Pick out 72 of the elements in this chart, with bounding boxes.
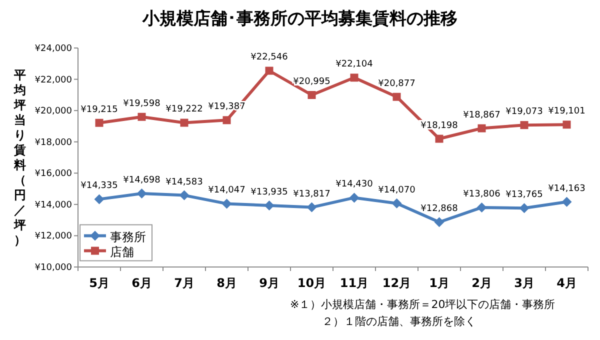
point	[519, 203, 530, 214]
point	[562, 120, 571, 129]
point	[138, 112, 146, 121]
data-label: ¥19,598	[123, 98, 161, 109]
point	[435, 134, 444, 143]
x-tick-label: 9月	[259, 276, 280, 290]
data-label: ¥19,101	[548, 106, 586, 117]
data-label: ¥22,104	[336, 60, 374, 70]
point	[265, 66, 274, 75]
y-tick-label: ¥14,000	[34, 200, 72, 210]
point	[476, 202, 487, 212]
x-tick-label: 10月	[297, 276, 326, 290]
point	[308, 91, 316, 100]
x-tick-label: 11月	[340, 276, 369, 290]
data-label: ¥14,430	[336, 180, 374, 190]
data-label: ¥19,222	[166, 104, 203, 115]
data-label: ¥14,047	[208, 186, 246, 196]
x-tick-label: 12月	[382, 276, 412, 290]
data-label: ¥14,163	[548, 184, 586, 194]
data-label: ¥14,335	[80, 181, 118, 192]
data-label: ¥20,995	[293, 77, 330, 88]
text: ２）１階の店舗、事務所を除く	[322, 315, 476, 328]
data-label: ¥13,806	[463, 189, 501, 200]
y-tick-label: ¥12,000	[34, 232, 72, 242]
point	[306, 202, 317, 212]
data-label: ¥13,765	[506, 190, 543, 200]
x-tick-label: 5月	[89, 276, 110, 290]
point	[136, 188, 147, 199]
data-label: ¥14,698	[123, 176, 161, 186]
data-label: ¥19,073	[506, 107, 543, 118]
point	[392, 198, 402, 208]
data-label: ¥22,546	[250, 52, 288, 63]
point	[264, 200, 274, 210]
data-label: ¥18,867	[463, 110, 500, 120]
y-tick-label: ¥10,000	[34, 263, 72, 273]
legend-label: 店舗	[110, 244, 134, 259]
y-tick-label: ¥16,000	[34, 169, 72, 180]
x-tick-label: 7月	[174, 276, 194, 290]
data-label: ¥19,215	[80, 104, 118, 115]
point	[434, 217, 444, 228]
data-label: ¥13,817	[293, 189, 330, 200]
y-tick-label: ¥24,000	[34, 44, 72, 54]
x-tick-label: 6月	[132, 276, 152, 290]
point	[222, 198, 232, 209]
text: ※１）小規模店舗・事務所＝20坪以下の店舗・事務所	[290, 298, 556, 311]
data-label: ¥13,935	[250, 187, 288, 198]
data-label: ¥14,070	[378, 185, 416, 196]
point	[349, 192, 360, 203]
x-tick-label: 8月	[216, 276, 237, 290]
data-label: ¥12,868	[420, 204, 458, 214]
legend-label: 事務所	[110, 230, 146, 244]
point	[520, 121, 528, 130]
x-tick-label: 2月	[472, 276, 492, 290]
data-label: ¥14,583	[166, 177, 203, 188]
point	[222, 116, 231, 124]
point	[94, 194, 104, 204]
chart-title: 小規模店舗･事務所の平均募集賃料の推移	[142, 9, 458, 29]
x-tick-label: 4月	[556, 276, 577, 290]
x-tick-label: 1月	[429, 276, 450, 290]
point	[392, 92, 401, 101]
point	[179, 190, 190, 200]
point	[478, 124, 486, 132]
point	[95, 118, 104, 127]
y-tick-label: ¥22,000	[34, 75, 72, 86]
point	[350, 74, 358, 82]
x-tick-label: 3月	[514, 276, 534, 290]
point	[562, 196, 572, 207]
y-tick-label: ¥18,000	[34, 138, 72, 148]
point	[180, 118, 188, 127]
y-tick-label: ¥20,000	[34, 106, 72, 117]
data-label: ¥20,877	[378, 78, 416, 89]
text: 平均坪当り賃料（円／坪）	[14, 68, 26, 247]
